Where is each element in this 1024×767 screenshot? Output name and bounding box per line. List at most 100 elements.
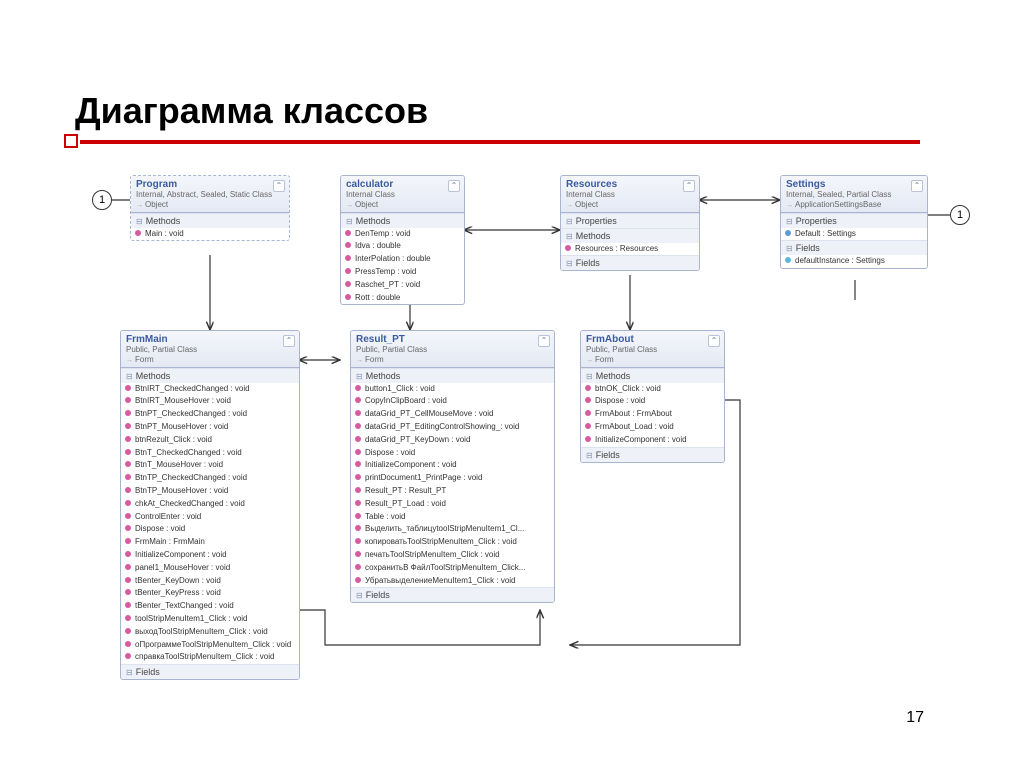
method-item: Dispose : void: [121, 523, 299, 536]
method-item: сохранитьВ ФайлToolStripMenuItem_Click..…: [351, 562, 554, 575]
class-name: Program: [136, 179, 284, 190]
method-item: DenTemp : void: [341, 228, 464, 241]
title-underline: [80, 140, 920, 144]
class-inherit: Object: [566, 200, 694, 209]
section-fields: Fields: [781, 240, 927, 255]
method-item: btnRezult_Click : void: [121, 434, 299, 447]
section-methods: Methods: [121, 368, 299, 383]
section-methods: Methods: [581, 368, 724, 383]
section-methods: Methods: [351, 368, 554, 383]
class-resources: Resources Internal Class Object ⌃ Proper…: [560, 175, 700, 271]
collapse-icon[interactable]: ⌃: [448, 180, 460, 192]
class-modifiers: Internal Class: [346, 190, 459, 200]
class-name: calculator: [346, 179, 459, 190]
method-item: печатьToolStripMenuItem_Click : void: [351, 549, 554, 562]
method-item: Idva : double: [341, 240, 464, 253]
method-item: InitializeComponent : void: [121, 549, 299, 562]
method-item: Table : void: [351, 511, 554, 524]
class-name: Resources: [566, 179, 694, 190]
collapse-icon[interactable]: ⌃: [538, 335, 550, 347]
section-properties: Properties: [561, 213, 699, 228]
method-item: dataGrid_PT_CellMouseMove : void: [351, 408, 554, 421]
class-name: Settings: [786, 179, 922, 190]
method-item: справкаToolStripMenuItem_Click : void: [121, 651, 299, 664]
property-item: Default : Settings: [781, 228, 927, 241]
method-item: printDocument1_PrintPage : void: [351, 472, 554, 485]
class-program: Program Internal, Abstract, Sealed, Stat…: [130, 175, 290, 241]
section-methods: Methods: [131, 213, 289, 228]
method-item: tBenter_TextChanged : void: [121, 600, 299, 613]
page-number: 17: [906, 709, 924, 727]
title-bullet: [64, 134, 78, 148]
method-item: tBenter_KeyDown : void: [121, 575, 299, 588]
class-modifiers: Public, Partial Class: [586, 345, 719, 355]
class-name: FrmAbout: [586, 334, 719, 345]
method-item: BtnPT_CheckedChanged : void: [121, 408, 299, 421]
class-frmmain: FrmMain Public, Partial Class Form ⌃ Met…: [120, 330, 300, 680]
page-title: Диаграмма классов: [75, 90, 428, 132]
method-item: Result_PT : Result_PT: [351, 485, 554, 498]
section-fields: Fields: [351, 587, 554, 602]
class-modifiers: Internal, Abstract, Sealed, Static Class: [136, 190, 284, 200]
section-methods: Methods: [341, 213, 464, 228]
method-item: ControlEnter : void: [121, 511, 299, 524]
collapse-icon[interactable]: ⌃: [683, 180, 695, 192]
method-item: BtnTP_CheckedChanged : void: [121, 472, 299, 485]
method-item: Dispose : void: [581, 395, 724, 408]
method-item: Main : void: [131, 228, 289, 241]
section-properties: Properties: [781, 213, 927, 228]
collapse-icon[interactable]: ⌃: [283, 335, 295, 347]
class-calculator: calculator Internal Class Object ⌃ Metho…: [340, 175, 465, 305]
class-inherit: Object: [136, 200, 284, 209]
method-item: dataGrid_PT_KeyDown : void: [351, 434, 554, 447]
method-item: dataGrid_PT_EditingControlShowing_: void: [351, 421, 554, 434]
method-item: Dispose : void: [351, 447, 554, 460]
class-settings: Settings Internal, Sealed, Partial Class…: [780, 175, 928, 269]
method-item: CopyInClipBoard : void: [351, 395, 554, 408]
class-inherit: Object: [346, 200, 459, 209]
class-name: Result_PT: [356, 334, 549, 345]
method-item: InterPolation : double: [341, 253, 464, 266]
method-item: Resources : Resources: [561, 243, 699, 256]
method-item: BtnIRT_MouseHover : void: [121, 395, 299, 408]
method-item: panel1_MouseHover : void: [121, 562, 299, 575]
class-inherit: ApplicationSettingsBase: [786, 200, 922, 209]
class-inherit: Form: [126, 355, 294, 364]
collapse-icon[interactable]: ⌃: [273, 180, 285, 192]
section-fields: Fields: [581, 447, 724, 462]
method-item: FrmMain : FrmMain: [121, 536, 299, 549]
method-item: btnOK_Click : void: [581, 383, 724, 396]
method-item: FrmAbout : FrmAbout: [581, 408, 724, 421]
class-modifiers: Internal, Sealed, Partial Class: [786, 190, 922, 200]
class-inherit: Form: [356, 355, 549, 364]
method-item: копироватьToolStripMenuItem_Click : void: [351, 536, 554, 549]
method-item: BtnT_CheckedChanged : void: [121, 447, 299, 460]
class-frmabout: FrmAbout Public, Partial Class Form ⌃ Me…: [580, 330, 725, 463]
method-item: BtnIRT_CheckedChanged : void: [121, 383, 299, 396]
collapse-icon[interactable]: ⌃: [708, 335, 720, 347]
method-item: InitializeComponent : void: [581, 434, 724, 447]
collapse-icon[interactable]: ⌃: [911, 180, 923, 192]
method-item: Result_PT_Load : void: [351, 498, 554, 511]
method-item: Выделить_таблицуtoolStripMenuItem1_Cl...: [351, 523, 554, 536]
multiplicity-left: 1: [92, 190, 112, 210]
method-item: PressTemp : void: [341, 266, 464, 279]
class-modifiers: Public, Partial Class: [126, 345, 294, 355]
method-item: chkAt_CheckedChanged : void: [121, 498, 299, 511]
field-item: defaultInstance : Settings: [781, 255, 927, 268]
method-item: оПрограммеToolStripMenuItem_Click : void: [121, 639, 299, 652]
method-item: выходToolStripMenuItem_Click : void: [121, 626, 299, 639]
class-result: Result_PT Public, Partial Class Form ⌃ M…: [350, 330, 555, 603]
method-item: FrmAbout_Load : void: [581, 421, 724, 434]
section-fields: Fields: [561, 255, 699, 270]
method-item: button1_Click : void: [351, 383, 554, 396]
method-item: tBenter_KeyPress : void: [121, 587, 299, 600]
method-item: InitializeComponent : void: [351, 459, 554, 472]
class-modifiers: Public, Partial Class: [356, 345, 549, 355]
method-item: toolStripMenuItem1_Click : void: [121, 613, 299, 626]
method-item: BtnTP_MouseHover : void: [121, 485, 299, 498]
method-item: BtnPT_MouseHover : void: [121, 421, 299, 434]
method-item: BtnT_MouseHover : void: [121, 459, 299, 472]
class-inherit: Form: [586, 355, 719, 364]
section-fields: Fields: [121, 664, 299, 679]
